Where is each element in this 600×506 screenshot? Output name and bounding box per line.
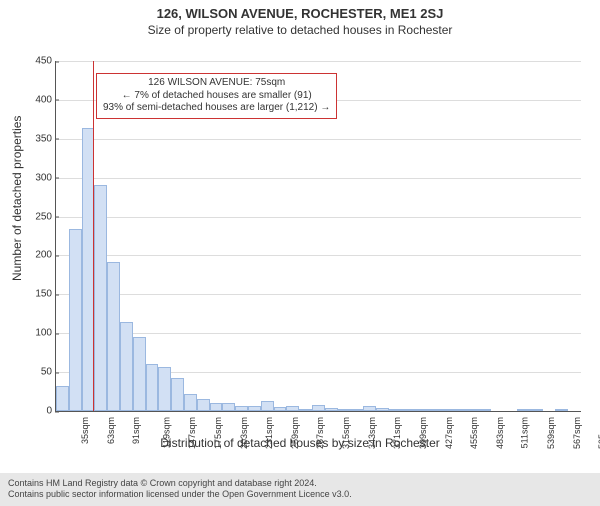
gridline [56,61,581,62]
y-tick: 300 [12,172,52,183]
bar [363,406,376,411]
bar [376,408,389,411]
annot-line1: 126 WILSON AVENUE: 75sqm [103,77,330,90]
bar [530,409,543,411]
bar [325,408,338,411]
annot-line2: ← 7% of detached houses are smaller (91) [103,90,330,103]
y-tick: 350 [12,133,52,144]
y-tick: 50 [12,367,52,378]
bar [338,409,351,411]
bar [415,409,428,411]
bar [453,409,466,411]
y-tick: 100 [12,328,52,339]
gridline [56,217,581,218]
bar [107,262,120,411]
page-title: 126, WILSON AVENUE, ROCHESTER, ME1 2SJ [0,6,600,21]
bar [299,409,312,411]
bar [402,409,415,411]
gridline [56,139,581,140]
bar [389,409,402,411]
gridline [56,294,581,295]
annotation-box: 126 WILSON AVENUE: 75sqm ← 7% of detache… [96,73,337,119]
bar [146,364,159,411]
bar [261,401,274,411]
bar [274,407,287,411]
bar [440,409,453,411]
bar [171,378,184,411]
bar [56,386,69,411]
bar [351,409,364,411]
bar [517,409,530,411]
bar [286,406,299,411]
y-tick: 250 [12,211,52,222]
gridline [56,178,581,179]
bar [133,337,146,411]
bar [210,403,223,411]
marker-line [93,61,94,411]
bar [248,406,261,411]
footer-line2: Contains public sector information licen… [8,489,592,501]
bar [555,409,568,411]
bar [427,409,440,411]
y-tick: 150 [12,289,52,300]
annot-line3: 93% of semi-detached houses are larger (… [103,102,330,115]
y-tick: 450 [12,56,52,67]
y-tick: 400 [12,94,52,105]
y-tick: 0 [12,406,52,417]
bar [69,229,82,411]
footer: Contains HM Land Registry data © Crown c… [0,473,600,506]
chart-area: Number of detached properties 126 WILSON… [0,56,600,446]
gridline [56,255,581,256]
y-tick: 200 [12,250,52,261]
x-axis-label: Distribution of detached houses by size … [0,436,600,450]
gridline [56,333,581,334]
bar [222,403,235,411]
bar [197,399,210,411]
page-subtitle: Size of property relative to detached ho… [0,23,600,37]
bar [312,405,325,411]
bar [184,394,197,411]
plot-region: 126 WILSON AVENUE: 75sqm ← 7% of detache… [55,61,581,412]
bar [94,185,107,411]
bar [235,406,248,411]
bar [158,367,171,411]
bar [466,409,479,411]
bar [120,322,133,411]
footer-line1: Contains HM Land Registry data © Crown c… [8,478,592,490]
bar [479,409,492,411]
